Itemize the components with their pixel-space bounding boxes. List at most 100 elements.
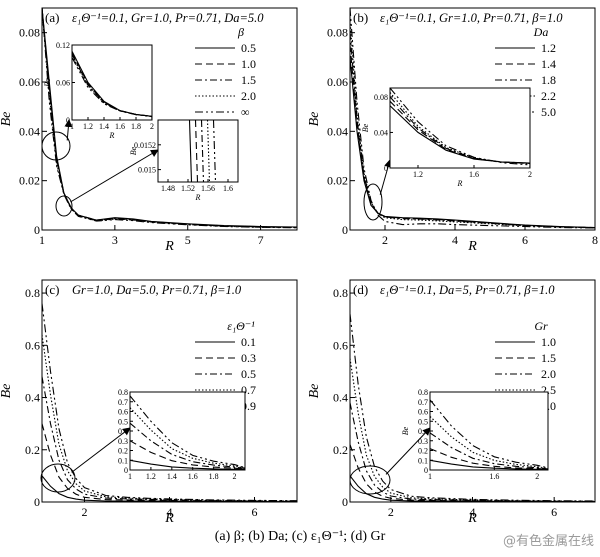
panel-2-ytick-label: 0.2 xyxy=(25,443,40,457)
panel-3-inset-0-xtick-label: 2 xyxy=(535,472,539,481)
panel-2-inset-0-frame xyxy=(129,391,246,471)
panel-2-inset-0-ytick-label: 0.2 xyxy=(118,447,128,456)
panel-3-zoom-circle xyxy=(349,465,391,495)
panel-2-inset-0-series-line xyxy=(130,459,245,470)
panel-2-inset-0-ytick-label: 0.3 xyxy=(118,437,128,446)
panel-2-label: (c) xyxy=(45,282,59,297)
panel-2-legend-title: ε₁Θ⁻¹ xyxy=(227,319,255,333)
panel-2-inset-0-ytick-label: 0.7 xyxy=(118,398,128,407)
panel-1-label: (b) xyxy=(353,10,368,25)
panel-1-legend-label: 2.2 xyxy=(541,89,556,103)
panel-0-ytick-label: 0 xyxy=(34,223,40,237)
panel-0-label: (a) xyxy=(45,10,59,25)
panel-0-inset-0-series-line xyxy=(72,57,152,120)
panel-0-inset-1-xtick-label: 1.52 xyxy=(181,184,195,193)
panel-0-inset-series-group xyxy=(72,51,152,120)
panel-1: 2 4 6 8 0 0.02 0.04 0.06 0.08 (b) ε₁Θ⁻¹=0.1, Gr=1.… xyxy=(307,7,598,254)
panel-3-inset-0-ytick-label: 0.5 xyxy=(418,417,428,426)
panel-0-series-group xyxy=(42,8,297,229)
panel-3-series-line xyxy=(350,313,595,502)
panel-1-inset-0-ytick-label: 0.08 xyxy=(374,93,388,102)
panel-3-ylabel: Be xyxy=(307,384,322,399)
panel-0-inset-series-group xyxy=(188,120,217,182)
panel-1-inset-ylabel: Be xyxy=(361,123,370,132)
panel-0-inset-0-xtick-label: 1.8 xyxy=(131,122,141,131)
panel-0-ylabel: Be xyxy=(0,112,14,127)
panel-1-ytick-label: 0.02 xyxy=(327,174,348,188)
panel-0-inset-1-series-line xyxy=(200,120,205,182)
panel-2-zoom-arrow xyxy=(71,427,131,473)
panel-1-series-line xyxy=(350,32,595,229)
panel-0-legend-label: 1.0 xyxy=(241,57,256,71)
panel-2-xlabel: R xyxy=(164,511,174,526)
panel-3-legend-label: 2.0 xyxy=(541,367,556,381)
panel-3-xtick-label: 4 xyxy=(470,505,476,519)
panel-2-ytick-label: 0.8 xyxy=(25,286,40,300)
panel-0-inset-0-xtick-label: 1.2 xyxy=(83,122,93,131)
panel-2-ytick-label: 0.6 xyxy=(25,338,40,352)
panel-3-inset-0-ytick-label: 0.8 xyxy=(418,388,428,397)
panel-2-inset-0-xtick-label: 2 xyxy=(233,472,237,481)
panel-0-legend-label: 0.5 xyxy=(241,41,256,55)
panel-1-legend-title: Da xyxy=(533,25,549,39)
panel-3-legend-label: 1.5 xyxy=(541,351,556,365)
panel-0-inset-0: 1 1.2 1.4 1.6 1.8 2 0 0.06 0.12 Be R xyxy=(43,41,154,140)
panel-1-xtick-label: 4 xyxy=(452,233,458,247)
panel-0-inset-1-xtick-label: 1.56 xyxy=(201,184,215,193)
watermark: @有色金属在线 xyxy=(502,534,594,549)
panel-1-ytick-label: 0.08 xyxy=(327,26,348,40)
panel-1-legend-label: 5.0 xyxy=(541,105,556,119)
panel-0-ytick-label: 0.02 xyxy=(19,174,40,188)
panel-2-legend-label: 0.5 xyxy=(241,367,256,381)
panel-1-inset-0-series-line xyxy=(390,105,530,168)
panel-3-inset-ylabel: Be xyxy=(401,426,410,435)
panel-1-inset-xlabel: R xyxy=(457,179,463,188)
panel-3-series-line xyxy=(350,444,595,502)
panel-3-ytick-label: 0 xyxy=(342,495,348,509)
panel-2-legend-label: 0.1 xyxy=(241,335,256,349)
panel-3-title: ε₁Θ⁻¹=0.1, Da=5, Pr=0.71, β=1.0 xyxy=(380,283,555,297)
panel-0-zoom-circle xyxy=(55,195,73,217)
panel-3-inset-0-series-line xyxy=(430,416,548,470)
panel-1-inset-0-ytick-label: 0 xyxy=(384,164,388,173)
panel-0-ytick-label: 0.08 xyxy=(19,26,40,40)
panel-0-inset-0-frame xyxy=(71,44,153,121)
panel-2: 2 4 6 0 0.2 0.4 0.6 0.8 (c) Gr=1.0, Da=5.0, Pr=0.… xyxy=(0,279,298,526)
panel-1-zoom-circle xyxy=(363,183,383,221)
panel-0-inset-1-ytick-label: 0.015 xyxy=(138,166,156,175)
panel-0-xtick-label: 1 xyxy=(39,233,45,247)
panel-2-ylabel: Be xyxy=(0,384,14,399)
panel-1-ytick-label: 0.04 xyxy=(327,124,348,138)
panel-1-xtick-label: 8 xyxy=(592,233,598,247)
panel-2-inset-0-ytick-label: 0.5 xyxy=(118,417,128,426)
panel-2-inset-0-xtick-label: 1.4 xyxy=(167,472,177,481)
panel-3: 2 4 6 0 0.2 0.4 0.6 0.8 (d) ε₁Θ⁻¹=0.1, Da=5, Pr=0… xyxy=(307,279,596,526)
panel-1-inset-series-group xyxy=(390,88,530,168)
panel-0-ytick-label: 0.06 xyxy=(19,75,40,89)
figure-caption: (a) β; (b) Da; (c) ε₁Θ⁻¹; (d) Gr xyxy=(214,529,386,544)
panel-1-ylabel: Be xyxy=(307,112,322,127)
panel-0-inset-ylabel: Be xyxy=(43,78,52,87)
panel-2-inset-0-xtick-label: 1.6 xyxy=(188,472,198,481)
panel-2-title: Gr=1.0, Da=5.0, Pr=0.71, β=1.0 xyxy=(72,283,242,297)
panel-1-series-group xyxy=(350,8,595,229)
panel-2-zoom-circle xyxy=(40,463,76,493)
panel-0-inset-0-xtick-label: 1.4 xyxy=(99,122,109,131)
panel-0-inset-xlabel: R xyxy=(195,193,201,202)
panel-3-inset-0-ytick-label: 0.1 xyxy=(418,456,428,465)
panel-3-inset-0-series-line xyxy=(430,432,548,470)
panel-3-ytick-label: 0.8 xyxy=(333,286,348,300)
panel-1-xtick-label: 2 xyxy=(382,233,388,247)
panel-1-legend-label: 1.8 xyxy=(541,73,556,87)
panel-0-inset-1-series-line xyxy=(188,120,193,182)
panel-0-xtick-label: 7 xyxy=(258,233,264,247)
panel-2-inset-0-xtick-label: 1.8 xyxy=(209,472,219,481)
panel-2-inset-0-ytick-label: 0.8 xyxy=(118,388,128,397)
panel-3-inset-0-ytick-label: 0.2 xyxy=(418,447,428,456)
panel-0-inset-0-xtick-label: 1 xyxy=(70,122,74,131)
panel-1-xlabel: R xyxy=(467,239,477,254)
panel-3-inset-0-frame xyxy=(429,391,549,471)
